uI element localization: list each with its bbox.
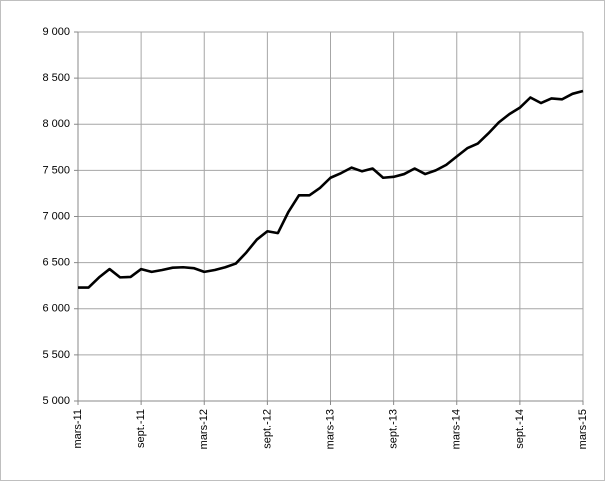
y-tick-label: 8 000	[42, 118, 70, 130]
x-tick-label: sept.-11	[135, 409, 147, 448]
x-tick-label: mars-12	[198, 409, 210, 449]
x-tick-label: mars-13	[324, 409, 336, 449]
x-tick-label: sept.-14	[514, 409, 526, 449]
y-tick-label: 6 500	[42, 257, 70, 269]
x-tick-label: sept.-13	[388, 409, 400, 449]
y-tick-label: 5 000	[42, 395, 70, 407]
x-tick-label: sept.-12	[261, 409, 273, 449]
x-tick-label: mars-14	[451, 409, 463, 449]
y-tick-label: 7 500	[42, 164, 70, 176]
y-tick-label: 7 000	[42, 210, 70, 222]
x-tick-label: mars-15	[577, 409, 589, 449]
line	[78, 89, 584, 289]
y-tick-label: 5 500	[42, 349, 70, 361]
y-tick-label: 8 500	[42, 72, 70, 84]
y-tick-label: 6 000	[42, 303, 70, 315]
y-tick-label: 9 000	[42, 26, 70, 38]
x-tick-label: mars-11	[72, 409, 84, 449]
